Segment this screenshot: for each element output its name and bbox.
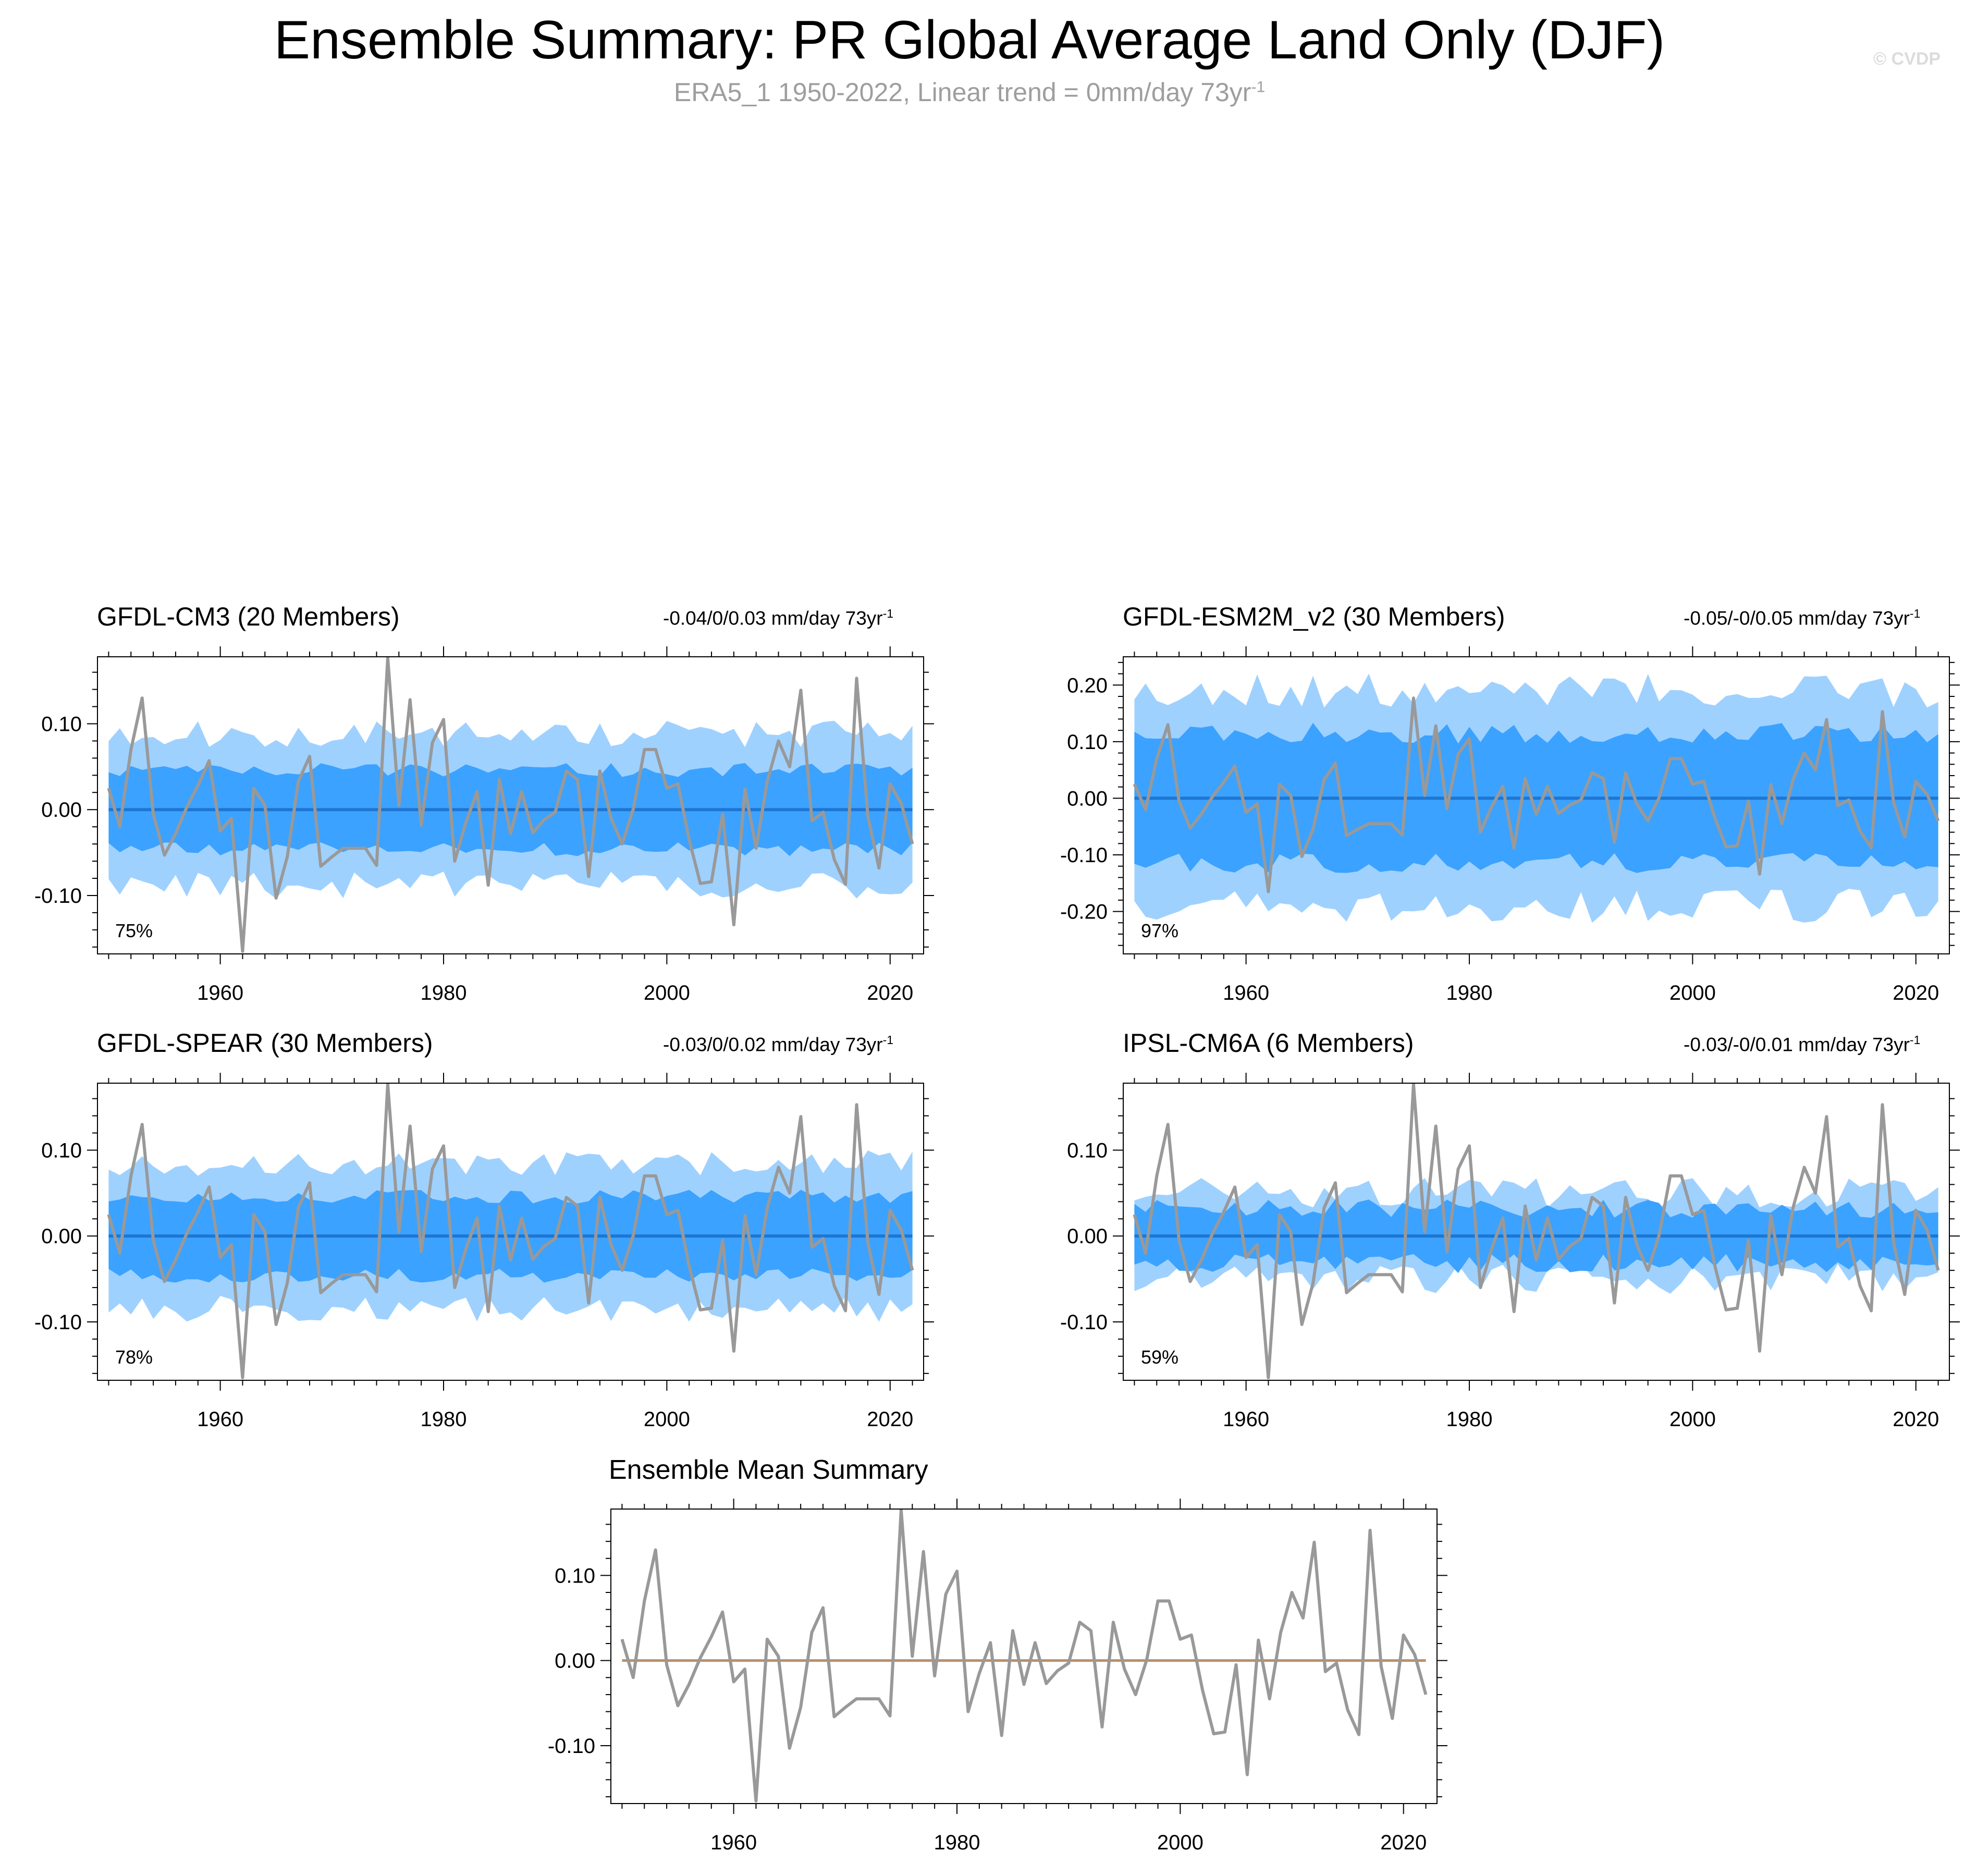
x-tick-label: 2020 bbox=[867, 982, 913, 1004]
x-tick-label: 1960 bbox=[197, 982, 243, 1004]
plot-ipsl-cm6a: 1960 1980 2000 2020 -0.10 0.00 0.10 59% bbox=[1060, 1073, 1960, 1431]
y-tick-label: -0.20 bbox=[1060, 901, 1108, 924]
x-tick-label: 2020 bbox=[1893, 982, 1939, 1004]
y-tick-label: 0.10 bbox=[1067, 731, 1108, 754]
x-tick-label: 1980 bbox=[420, 982, 466, 1004]
panel-trend-text: -0.03/0/0.02 mm/day 73yr bbox=[663, 1034, 883, 1056]
y-tick-label: -0.10 bbox=[34, 885, 82, 908]
panel-trend-superscript: -1 bbox=[1909, 607, 1921, 620]
panel-title: GFDL-SPEAR (30 Members) bbox=[97, 1028, 433, 1058]
percent-label: 59% bbox=[1141, 1346, 1178, 1368]
panel-trend-text: -0.04/0/0.03 mm/day 73yr bbox=[663, 607, 883, 629]
x-tick-label: 2000 bbox=[1669, 982, 1716, 1004]
x-tick-label: 1960 bbox=[710, 1831, 757, 1854]
x-tick-label: 1980 bbox=[934, 1831, 980, 1854]
panel-gfdl-spear: GFDL-SPEAR (30 Members) -0.03/0/0.02 mm/… bbox=[0, 1021, 934, 1431]
mean-panel-title: Ensemble Mean Summary bbox=[609, 1455, 928, 1485]
y-tick-label: -0.10 bbox=[1060, 844, 1108, 867]
observation-line bbox=[107, 657, 914, 953]
subtitle-superscript: -1 bbox=[1251, 78, 1266, 96]
panel-ensemble-mean: Ensemble Mean Summary 1960 1980 2000 2020 -0… bbox=[511, 1444, 1447, 1854]
page-subtitle: ERA5_1 1950-2022, Linear trend = 0mm/day… bbox=[0, 77, 1939, 107]
x-tick-label: 1980 bbox=[1446, 1408, 1492, 1431]
x-tick-label: 2000 bbox=[644, 982, 690, 1004]
copyright-watermark: © CVDP bbox=[1873, 49, 1941, 69]
plot-ensemble-mean: 1960 1980 2000 2020 -0.10 0.00 0.10 bbox=[548, 1499, 1447, 1854]
y-tick-label: 0.20 bbox=[1067, 674, 1108, 697]
panel-trend-text: -0.03/-0/0.01 mm/day 73yr bbox=[1684, 1034, 1910, 1056]
x-tick-label: 1960 bbox=[1223, 982, 1269, 1004]
page-title: Ensemble Summary: PR Global Average Land… bbox=[274, 10, 1665, 70]
x-tick-label: 2020 bbox=[1380, 1831, 1427, 1854]
x-tick-label: 1980 bbox=[420, 1408, 466, 1431]
panel-gfdl-cm3: GFDL-CM3 (20 Members) -0.04/0/0.03 mm/da… bbox=[0, 594, 934, 1004]
panel-trend: -0.03/0/0.02 mm/day 73yr-1 bbox=[663, 1033, 893, 1056]
y-tick-label: 0.10 bbox=[41, 1139, 82, 1162]
y-tick-label: 0.00 bbox=[555, 1650, 595, 1673]
x-tick-label: 2020 bbox=[867, 1408, 913, 1431]
y-tick-label: 0.00 bbox=[41, 1225, 82, 1248]
panel-ipsl-cm6a: IPSL-CM6A (6 Members) -0.03/-0/0.01 mm/d… bbox=[1026, 1021, 1960, 1431]
plot-gfdl-cm3: 1960 1980 2000 2020 -0.10 0.00 0.10 75% bbox=[34, 646, 934, 1004]
panel-trend: -0.05/-0/0.05 mm/day 73yr-1 bbox=[1684, 607, 1920, 629]
y-tick-label: 0.00 bbox=[1067, 1225, 1108, 1248]
panel-trend-superscript: -1 bbox=[1909, 1033, 1921, 1047]
observation-line bbox=[1133, 1083, 1940, 1380]
y-tick-label: -0.10 bbox=[34, 1311, 82, 1334]
panel-trend-text: -0.05/-0/0.05 mm/day 73yr bbox=[1684, 607, 1910, 629]
panel-title: IPSL-CM6A (6 Members) bbox=[1123, 1028, 1414, 1058]
observation-line bbox=[620, 1509, 1428, 1803]
percent-label: 75% bbox=[115, 920, 153, 941]
y-tick-label: 0.00 bbox=[1067, 787, 1108, 810]
x-tick-label: 1960 bbox=[197, 1408, 243, 1431]
percent-label: 97% bbox=[1141, 920, 1178, 941]
x-tick-label: 2020 bbox=[1893, 1408, 1939, 1431]
y-tick-label: -0.10 bbox=[548, 1735, 595, 1758]
y-tick-label: 0.00 bbox=[41, 799, 82, 821]
y-tick-label: 0.10 bbox=[1067, 1139, 1108, 1162]
plot-gfdl-esm2m-v2: 1960 1980 2000 2020 -0.20 -0.10 0.00 0.10 0.20 97… bbox=[1060, 646, 1960, 1004]
panel-trend-superscript: -1 bbox=[882, 607, 894, 620]
subtitle-text: ERA5_1 1950-2022, Linear trend = 0mm/day… bbox=[673, 78, 1251, 107]
x-tick-label: 2000 bbox=[1157, 1831, 1204, 1854]
x-tick-label: 1980 bbox=[1446, 982, 1492, 1004]
percent-label: 78% bbox=[115, 1346, 153, 1368]
observation-line bbox=[107, 1083, 914, 1380]
panel-title: GFDL-ESM2M_v2 (30 Members) bbox=[1123, 602, 1505, 631]
x-tick-label: 2000 bbox=[1669, 1408, 1716, 1431]
panel-gfdl-esm2m-v2: GFDL-ESM2M_v2 (30 Members) -0.05/-0/0.05… bbox=[1026, 594, 1960, 1004]
panel-trend-superscript: -1 bbox=[882, 1033, 894, 1047]
panel-trend: -0.03/-0/0.01 mm/day 73yr-1 bbox=[1684, 1033, 1920, 1056]
panel-trend: -0.04/0/0.03 mm/day 73yr-1 bbox=[663, 607, 893, 629]
observation-line bbox=[1133, 696, 1940, 893]
y-tick-label: 0.10 bbox=[41, 713, 82, 735]
panel-title: GFDL-CM3 (20 Members) bbox=[97, 602, 400, 631]
y-tick-label: 0.10 bbox=[555, 1564, 595, 1587]
x-tick-label: 1960 bbox=[1223, 1408, 1269, 1431]
plot-gfdl-spear: 1960 1980 2000 2020 -0.10 0.00 0.10 78% bbox=[34, 1073, 934, 1431]
y-tick-label: -0.10 bbox=[1060, 1311, 1108, 1334]
x-tick-label: 2000 bbox=[644, 1408, 690, 1431]
